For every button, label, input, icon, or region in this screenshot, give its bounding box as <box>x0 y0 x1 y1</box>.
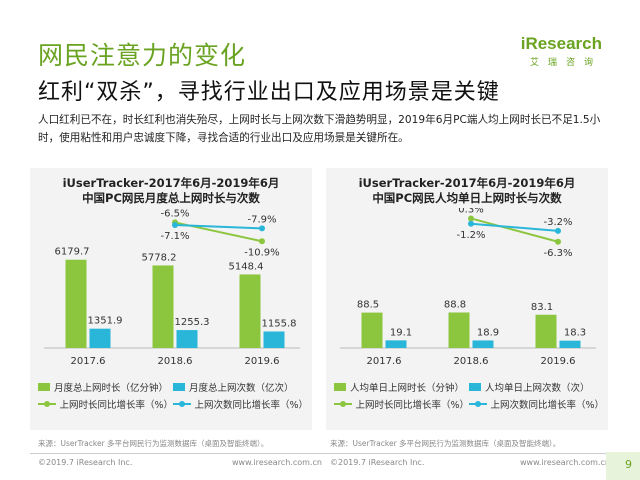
line-point <box>468 215 474 222</box>
data-label: 88.8 <box>444 299 466 310</box>
data-label: 5778.2 <box>142 252 177 263</box>
data-label: -10.9% <box>244 247 279 258</box>
legend-swatch <box>469 400 488 408</box>
legend-item: 人均单日上网次数（次） <box>469 380 604 394</box>
tick-label: 2019.6 <box>541 356 576 367</box>
page-number: 9 <box>625 458 632 471</box>
legend-item: 上网时长同比增长率（%） <box>38 397 173 411</box>
tick-label: 2017.6 <box>367 356 402 367</box>
legend-item: 月度总上网时长（亿分钟） <box>38 380 173 394</box>
chart-panel-monthly: iUserTracker-2017年6月-2019年6月 中国PC网民月度总上网… <box>30 168 312 468</box>
bar <box>448 312 470 348</box>
bar <box>263 331 285 348</box>
bar <box>385 340 407 348</box>
data-label: -6.3% <box>543 248 572 259</box>
data-label: 88.5 <box>357 300 379 311</box>
description-text: 人口红利已不在，时长红利也消失殆尽，上网时长与上网次数下滑趋势明显，2019年6… <box>38 114 601 144</box>
footer-url: www.iresearch.com.cn <box>520 458 610 467</box>
line-point <box>555 227 561 234</box>
source-note: 来源：UserTracker 多平台网民行为监测数据库（桌面及智能终端）。 <box>330 439 561 448</box>
legend-item: 月度总上网次数（亿次） <box>173 380 308 394</box>
legend-swatch <box>38 382 50 391</box>
data-label: 5148.4 <box>229 261 264 272</box>
legend-label: 月度总上网次数（亿次） <box>189 382 294 394</box>
series-line <box>470 217 559 243</box>
data-label: 1255.3 <box>175 317 210 328</box>
chart-legend: 月度总上网时长（亿分钟） 月度总上网次数（亿次） 上网时长同比增长率（%） 上网… <box>38 378 308 412</box>
tick-label: 2018.6 <box>454 356 489 367</box>
legend-label: 上网时长同比增长率（%） <box>355 399 469 411</box>
data-label: 1155.8 <box>262 318 297 329</box>
line-point <box>259 225 265 232</box>
data-label: 18.3 <box>564 328 586 339</box>
data-label: 18.9 <box>477 327 499 338</box>
legend-swatch <box>469 382 481 391</box>
chart-title: iUserTracker-2017年6月-2019年6月 <box>62 176 280 190</box>
logo: iResearch 艾瑞咨询 <box>521 34 602 68</box>
bar <box>152 265 174 348</box>
source-note: 来源：UserTracker 多平台网民行为监测数据库（桌面及智能终端）。 <box>38 439 269 448</box>
logo-brand: iResearch <box>520 34 602 53</box>
data-label: -6.5% <box>160 208 189 219</box>
bar <box>361 312 383 348</box>
chart-legend: 人均单日上网时长（分钟） 人均单日上网次数（次） 上网时长同比增长率（%） 上网… <box>334 378 604 412</box>
legend-swatch <box>173 400 192 408</box>
data-label: 6179.7 <box>55 247 90 258</box>
tick-label: 2017.6 <box>71 356 106 367</box>
legend-swatch <box>334 382 346 391</box>
line-point <box>259 238 265 245</box>
legend-item: 上网时长同比增长率（%） <box>334 397 469 411</box>
legend-label: 上网时长同比增长率（%） <box>59 399 173 411</box>
series-line <box>470 222 559 232</box>
chart-panel-background <box>326 168 608 430</box>
legend-swatch <box>173 382 185 391</box>
chart-subtitle: 中国PC网民人均单日上网时长与次数 <box>372 191 562 205</box>
chart-plot: 88.5 88.8 83.1 19.1 18.9 18.3 2017.6 2018.6 2019… <box>340 208 596 367</box>
page-title: 网民注意力的变化 <box>38 41 247 70</box>
legend-swatch <box>334 400 353 408</box>
tick-label: 2019.6 <box>245 356 280 367</box>
line-point <box>468 220 474 227</box>
chart-subtitle: 中国PC网民月度总上网时长与次数 <box>82 191 260 205</box>
legend-label: 人均单日上网次数（次） <box>485 382 590 394</box>
data-label: 83.1 <box>531 302 553 313</box>
footer-url: www.iresearch.com.cn <box>232 458 322 467</box>
data-label: -7.9% <box>247 214 276 225</box>
footer-copyright: ©2019.7 iResearch Inc. <box>38 458 133 467</box>
corner-decoration <box>606 452 640 480</box>
page-subtitle: 红利“双杀”，寻找行业出口及应用场景是关键 <box>38 80 500 105</box>
bar <box>176 330 198 348</box>
bar <box>239 274 261 348</box>
legend-label: 月度总上网时长（亿分钟） <box>54 382 169 394</box>
legend-swatch <box>38 400 57 408</box>
chart-panel-daily: iUserTracker-2017年6月-2019年6月 中国PC网民人均单日上… <box>326 168 608 468</box>
bar <box>65 259 87 348</box>
data-label: -7.1% <box>160 231 189 242</box>
logo-brand-cn: 艾瑞咨询 <box>529 58 602 68</box>
legend-item: 上网次数同比增长率（%） <box>469 397 604 411</box>
bar <box>89 328 111 348</box>
data-label: 19.1 <box>390 327 412 338</box>
legend-label: 上网次数同比增长率（%） <box>194 399 308 411</box>
chart-plot: 6179.7 5778.2 5148.4 1351.9 1255.3 1155.8 2017… <box>44 208 300 367</box>
bar <box>472 340 494 348</box>
legend-item: 人均单日上网时长（分钟） <box>334 380 469 394</box>
footer-copyright: ©2019.7 iResearch Inc. <box>330 458 425 467</box>
data-label: -3.2% <box>543 217 572 228</box>
bar <box>535 314 557 348</box>
data-label: 0.3% <box>458 208 483 215</box>
legend-label: 上网次数同比增长率（%） <box>490 399 604 411</box>
legend-label: 人均单日上网时长（分钟） <box>350 382 465 394</box>
chart-title: iUserTracker-2017年6月-2019年6月 <box>358 176 576 190</box>
data-label: 1351.9 <box>88 316 123 327</box>
bar <box>559 340 581 348</box>
data-label: -1.2% <box>456 230 485 241</box>
footer-divider <box>30 453 610 454</box>
legend-item: 上网次数同比增长率（%） <box>173 397 308 411</box>
series-line <box>174 224 263 230</box>
tick-label: 2018.6 <box>158 356 193 367</box>
line-point <box>555 238 561 245</box>
line-point <box>172 222 178 228</box>
